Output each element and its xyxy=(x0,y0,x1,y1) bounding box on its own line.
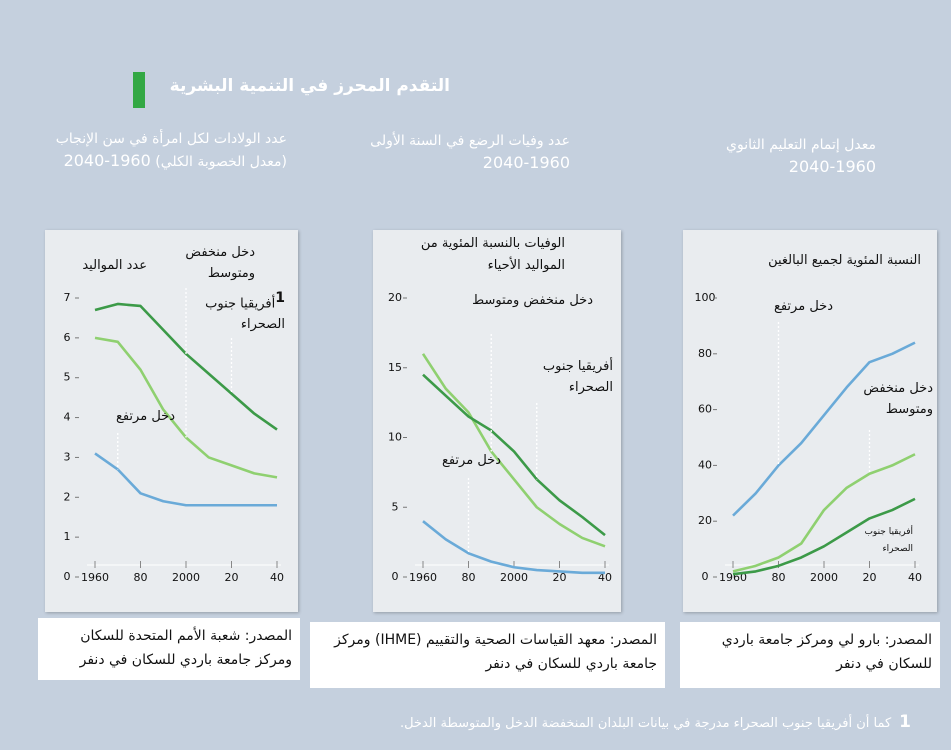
y-tick-label: 0 xyxy=(392,570,399,583)
series-name: دخل منخفض ومتوسط xyxy=(472,293,593,308)
series-name: أفريقيا جنوب الصحراء xyxy=(205,296,285,333)
series-name: دخل مرتفع xyxy=(441,453,501,468)
series-name: دخل مرتفع xyxy=(773,299,833,314)
y-tick-label: 1 xyxy=(64,530,71,543)
chart-header: معدل إتمام التعليم الثانوي 2040-1960 xyxy=(690,134,876,179)
source: المصدر: شعبة الأمم المتحدة للسكان ومركز … xyxy=(38,618,300,680)
series-label: أفريقيا جنوب الصحراء xyxy=(501,356,613,398)
x-tick-label: 80 xyxy=(772,571,786,584)
x-tick-label: 80 xyxy=(134,571,148,584)
series-name: أفريقيا جنوب الصحراء xyxy=(542,359,613,395)
chart-title: عدد الولادات لكل امرأة في سن الإنجاب (مع… xyxy=(55,131,287,170)
series-name: دخل منخفض ومتوسط xyxy=(185,245,255,281)
x-tick-label: 80 xyxy=(462,571,476,584)
series-line xyxy=(732,497,916,576)
y-tick-label: 0 xyxy=(702,570,709,583)
series-label: دخل منخفض ومتوسط xyxy=(153,242,255,284)
y-axis-label: النسبة المئوية لجميع البالغين xyxy=(768,253,921,268)
series-line xyxy=(422,373,606,537)
y-tick-label: 80 xyxy=(698,347,712,360)
chart: 0 1 2 3 4 5 6 7 1960 80 2000 20 40 xyxy=(64,288,284,584)
series-name: أفريقيا جنوب الصحراء xyxy=(864,527,913,554)
series-label: دخل منخفض ومتوسط xyxy=(458,290,593,311)
y-tick-label: 20 xyxy=(388,291,402,304)
y-tick-label: 20 xyxy=(698,514,712,527)
title-bar xyxy=(133,72,145,108)
y-tick-label: 100 xyxy=(695,291,716,304)
y-axis-label: عدد المواليد xyxy=(82,258,147,273)
x-tick-label: 40 xyxy=(270,571,284,584)
footnote: 1 كما أن أفريقيا جنوب الصحراء مدرجة في بي… xyxy=(51,712,911,732)
y-tick-label: 60 xyxy=(698,403,712,416)
y-tick-label: 5 xyxy=(64,371,71,384)
footnote-text: كما أن أفريقيا جنوب الصحراء مدرجة في بيا… xyxy=(399,716,892,731)
y-tick-label: 5 xyxy=(392,500,399,513)
y-tick-label: 15 xyxy=(388,361,402,374)
series-line xyxy=(732,453,916,573)
series-name: دخل مرتفع xyxy=(115,409,175,424)
x-tick-label: 20 xyxy=(225,571,239,584)
x-tick-label: 20 xyxy=(863,571,877,584)
y-tick-label: 40 xyxy=(698,458,712,471)
series-label: دخل مرتفع xyxy=(738,296,833,317)
y-tick-label: 3 xyxy=(64,450,71,463)
y-tick-label: 2 xyxy=(64,490,71,503)
series-name: دخل منخفض ومتوسط xyxy=(863,381,933,417)
chart: 0 5 10 15 20 1960 80 2000 20 40 xyxy=(388,291,612,584)
x-tick-label: 1960 xyxy=(409,571,437,584)
x-tick-label: 1960 xyxy=(81,571,109,584)
series-line xyxy=(421,353,606,548)
y-axis-label: الوفيات بالنسبة المئوية من المواليد الأح… xyxy=(420,236,565,273)
x-tick-label: 20 xyxy=(553,571,567,584)
y-tick-label: 4 xyxy=(64,411,71,424)
source: المصدر: بارو لي ومركز جامعة باردي للسكان… xyxy=(680,622,940,688)
chart-panel: 0 20 40 60 80 100 1960 80 2000 20 40 النسبة المئوية… xyxy=(683,230,937,612)
x-tick-label: 2000 xyxy=(172,571,200,584)
x-tick-label: 2000 xyxy=(810,571,838,584)
series-label: دخل مرتفع xyxy=(60,406,175,427)
series-line xyxy=(422,520,605,575)
series-label: أفريقيا جنوب الصحراء xyxy=(851,524,913,558)
series-line xyxy=(732,341,916,517)
footnote-marker: 1 xyxy=(899,712,911,732)
series-label: دخل مرتفع xyxy=(391,450,501,471)
chart-panel: 0 1 2 3 4 5 6 7 1960 80 2000 20 40 عدد المواليد دخل من… xyxy=(45,230,298,612)
chart-header: عدد وفيات الرضع في السنة الأولى 2040-196… xyxy=(362,130,570,175)
chart-title: عدد وفيات الرضع في السنة الأولى xyxy=(370,133,570,149)
chart-header: عدد الولادات لكل امرأة في سن الإنجاب (مع… xyxy=(55,128,287,173)
series-label: دخل منخفض ومتوسط xyxy=(855,378,933,420)
y-tick-label: 0 xyxy=(64,570,71,583)
x-tick-label: 2000 xyxy=(500,571,528,584)
chart-period: 2040-1960 xyxy=(788,157,876,176)
x-tick-label: 40 xyxy=(598,571,612,584)
series-label: 1أفريقيا جنوب الصحراء xyxy=(173,288,285,335)
note-marker: 1 xyxy=(275,290,285,306)
chart-panel: 0 5 10 15 20 1960 80 2000 20 40 الوفيات بالنسبة ال… xyxy=(373,230,621,612)
series-line xyxy=(94,452,277,507)
chart-title: معدل إتمام التعليم الثانوي xyxy=(726,137,876,153)
chart-period: 2040-1960 xyxy=(482,153,570,172)
y-tick-label: 7 xyxy=(64,291,71,304)
x-tick-label: 40 xyxy=(908,571,922,584)
chart-period: 2040-1960 xyxy=(63,151,151,170)
y-tick-label: 10 xyxy=(388,431,402,444)
page-title: التقدم المحرز في التنمية البشرية xyxy=(169,76,450,96)
source: المصدر: معهد القياسات الصحية والتقييم (I… xyxy=(310,622,665,688)
y-tick-label: 6 xyxy=(64,331,71,344)
